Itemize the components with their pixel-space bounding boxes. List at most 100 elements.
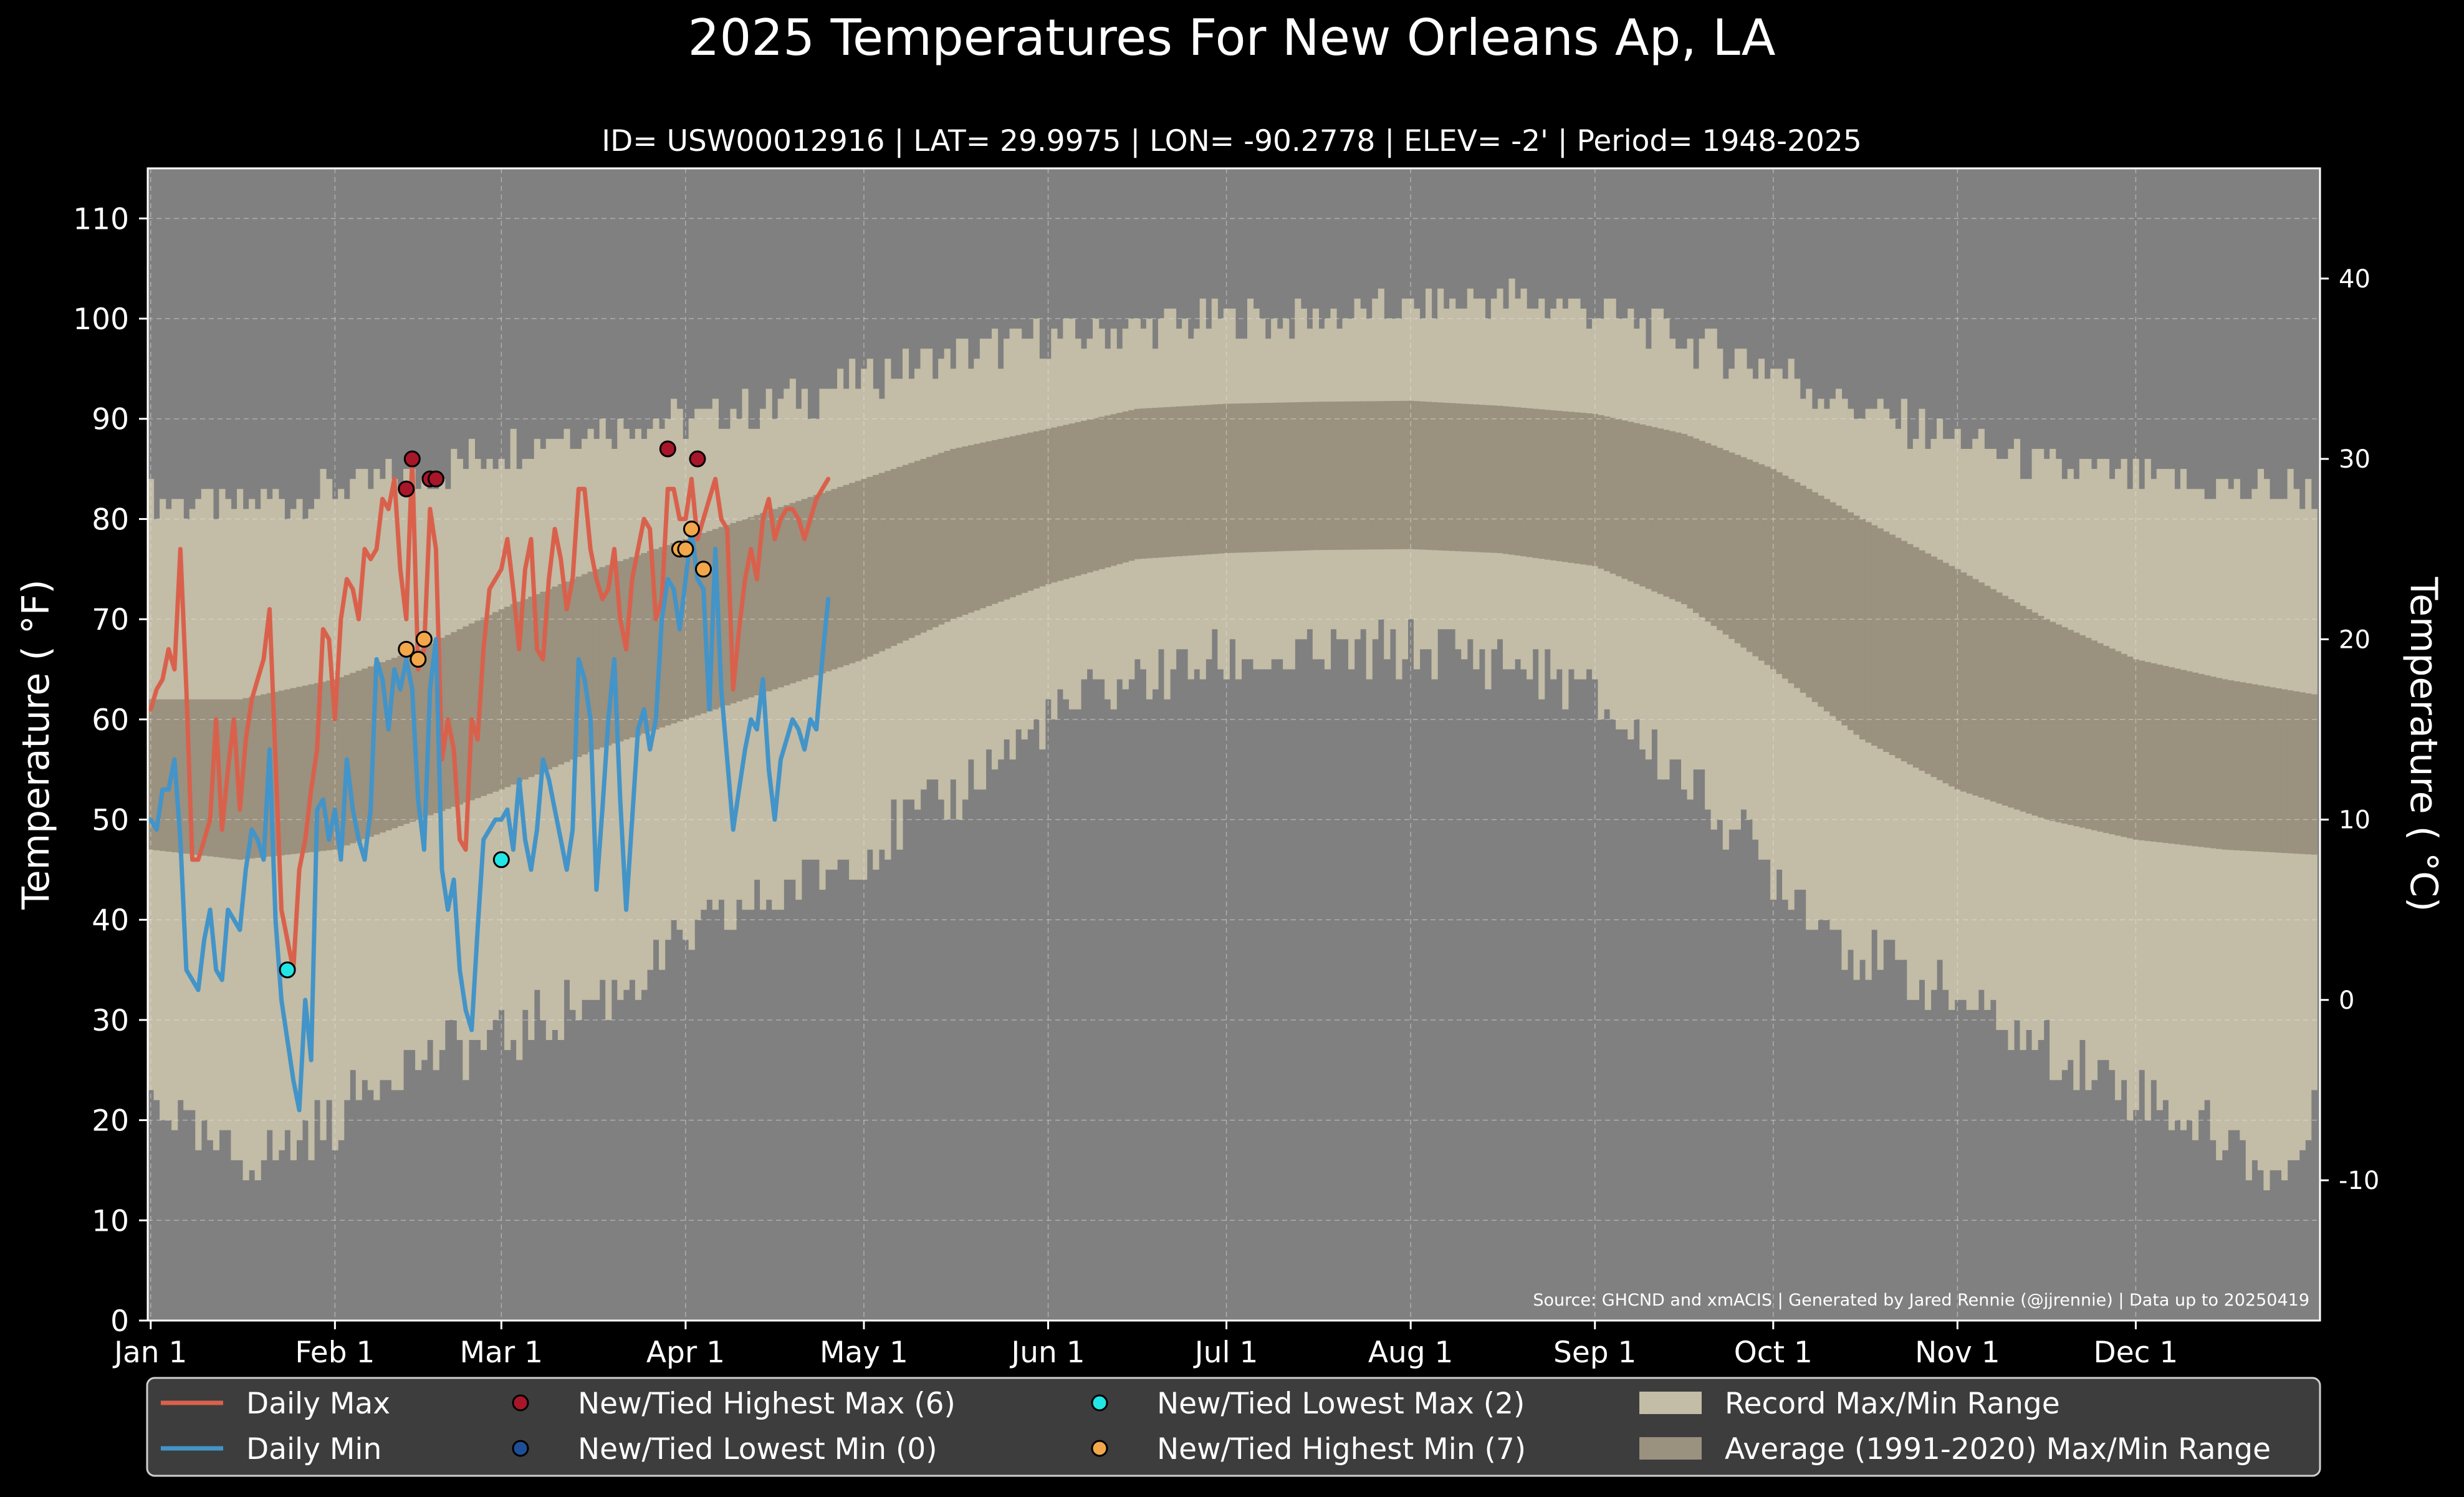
normal-range-bar	[1841, 509, 1848, 726]
normal-range-bar	[1413, 401, 1421, 550]
normal-range-bar	[1550, 410, 1557, 561]
normal-range-bar	[165, 699, 172, 852]
normal-range-bar	[468, 623, 476, 801]
record-markers	[279, 440, 712, 979]
legend-item: New/Tied Highest Max (6)	[512, 1387, 956, 1421]
normal-range-bar	[1128, 410, 1135, 561]
normal-range-bar	[480, 617, 487, 796]
normal-range-bar	[1823, 499, 1830, 711]
normal-range-bar	[1217, 404, 1224, 554]
normal-range-bar	[974, 443, 980, 611]
normal-range-bar	[1407, 400, 1414, 549]
normal-range-bar	[1378, 401, 1384, 550]
normal-range-bar	[320, 681, 327, 851]
normal-range-bar	[962, 446, 969, 615]
normal-range-bar	[1068, 423, 1076, 578]
normal-range-bar	[1009, 436, 1016, 597]
record-marker-highest-min	[410, 650, 427, 668]
normal-range-bar	[926, 456, 933, 630]
normal-range-bar	[2198, 673, 2205, 847]
normal-range-bar	[1568, 412, 1575, 563]
normal-range-bar	[415, 649, 422, 820]
normal-range-bar	[2240, 682, 2246, 851]
x-tick-label: Jul 1	[1193, 1336, 1258, 1370]
normal-range-bar	[314, 683, 321, 852]
chart-subtitle: ID= USW00012916 | LAT= 29.9975 | LON= -9…	[602, 124, 1862, 158]
normal-range-bar	[338, 677, 345, 848]
normal-range-bar	[1598, 415, 1604, 569]
normal-range-bar	[1710, 445, 1717, 626]
normal-range-bar	[807, 497, 814, 678]
normal-range-bar	[997, 438, 1004, 602]
normal-range-bar	[1990, 589, 1997, 802]
normal-range-bar	[718, 527, 725, 708]
x-tick-label: May 1	[820, 1336, 908, 1370]
series-lines	[148, 456, 831, 1112]
normal-range-bar	[379, 662, 386, 833]
normal-range-bar	[1627, 421, 1634, 582]
y-axis-label-left: Temperature ( °F)	[14, 579, 58, 910]
plot-area: Source: GHCND and xmACIS | Generated by …	[146, 167, 2321, 1322]
normal-range-bar	[646, 551, 654, 732]
normal-range-bar	[1544, 410, 1551, 560]
chart-title: 2025 Temperatures For New Orleans Ap, LA	[688, 9, 1776, 67]
normal-range-bar	[201, 699, 208, 856]
normal-range-bar	[629, 557, 636, 738]
normal-range-bar	[1283, 402, 1290, 551]
normal-range-bar	[2026, 609, 2033, 814]
x-tick-label: Aug 1	[1368, 1336, 1454, 1370]
normal-range-bar	[1271, 402, 1278, 552]
normal-range-bar	[742, 519, 749, 700]
normal-range-bar	[1431, 402, 1438, 551]
record-marker-highest-max	[403, 450, 421, 468]
normal-range-bar	[2043, 619, 2050, 820]
normal-range-bar	[1954, 569, 1961, 790]
normal-range-bar	[1580, 413, 1587, 565]
normal-range-bar	[1419, 401, 1426, 550]
normal-range-bar	[373, 664, 380, 835]
normal-range-bar	[2305, 693, 2312, 855]
normal-range-bar	[712, 529, 719, 710]
series-line-daily-max	[148, 456, 831, 973]
normal-range-bar	[2132, 659, 2139, 840]
normal-range-bar	[932, 455, 939, 627]
normal-range-bar	[249, 696, 256, 859]
normal-range-bar	[231, 699, 237, 859]
normal-range-bar	[1075, 422, 1081, 576]
normal-range-bar	[944, 451, 951, 622]
normal-range-bar	[795, 501, 802, 681]
normal-range-bar	[1490, 405, 1498, 553]
normal-range-bar	[1372, 401, 1379, 550]
y-tick-label: 30	[92, 1004, 129, 1038]
normal-range-bar	[1467, 404, 1474, 552]
normal-range-bar	[1621, 420, 1628, 579]
y-tick-label: 40	[92, 903, 129, 938]
normal-range-bar	[254, 695, 261, 858]
normal-range-bar	[2251, 684, 2258, 852]
normal-range-bar	[1206, 405, 1212, 554]
normal-range-bar	[195, 699, 202, 855]
normal-range-bar	[1199, 405, 1206, 555]
x-tick-label: Apr 1	[646, 1336, 725, 1370]
normal-range-bar	[2144, 662, 2151, 841]
normal-range-bar	[582, 574, 588, 755]
normal-range-bar	[1187, 405, 1194, 556]
normal-range-bar	[1818, 495, 1824, 707]
normal-range-bar	[2245, 683, 2252, 851]
normal-range-bar	[1901, 541, 1907, 762]
normal-range-bar	[1758, 464, 1765, 661]
normal-range-bar	[730, 522, 737, 704]
x-tick-label: Jan 1	[112, 1336, 187, 1370]
normal-range-bar	[2055, 624, 2062, 822]
normal-range-bar	[1146, 408, 1153, 559]
legend-item: New/Tied Lowest Max (2)	[1091, 1387, 1525, 1421]
normal-range-bar	[1443, 403, 1450, 551]
legend-item: Record Max/Min Range	[1639, 1387, 2060, 1421]
normal-range-bar	[213, 699, 220, 857]
normal-range-bar	[2102, 645, 2110, 833]
normal-range-bar	[2287, 690, 2294, 854]
plot-frame	[146, 167, 2321, 1322]
legend-item: New/Tied Highest Min (7)	[1091, 1432, 1526, 1466]
normal-range-bar	[1811, 492, 1818, 702]
normal-range-bar	[1336, 402, 1343, 550]
